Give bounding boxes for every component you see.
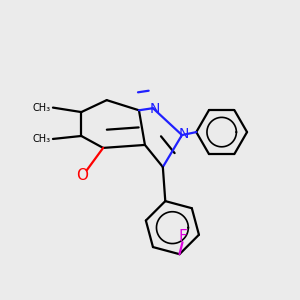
Text: CH₃: CH₃: [32, 103, 51, 112]
Text: O: O: [76, 168, 88, 183]
Text: CH₃: CH₃: [32, 134, 51, 144]
Text: F: F: [178, 229, 187, 244]
Text: N: N: [178, 127, 189, 141]
Text: N: N: [149, 102, 160, 116]
